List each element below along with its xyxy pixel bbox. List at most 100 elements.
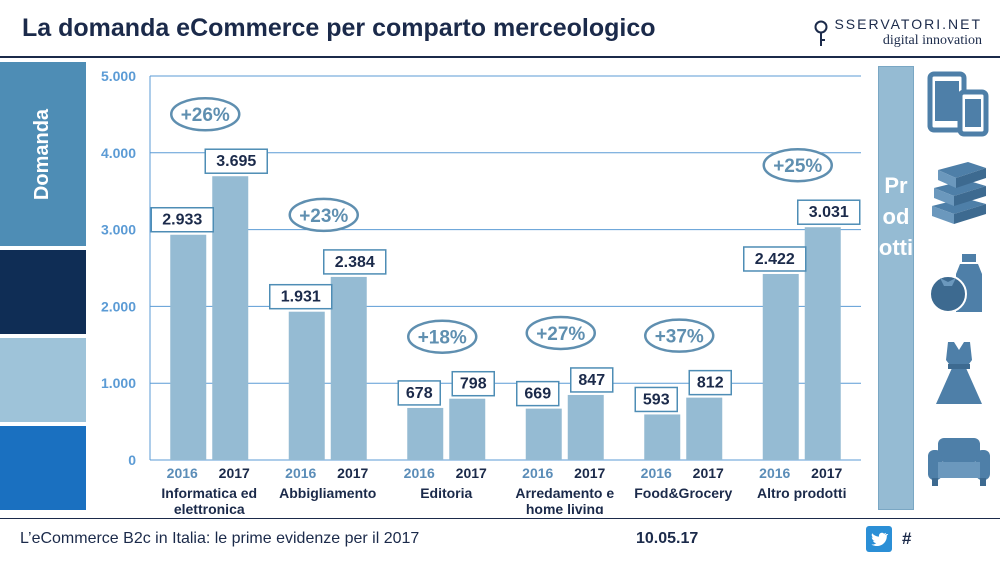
category-label: elettronica — [174, 501, 245, 514]
data-label-box — [269, 283, 333, 310]
title-divider — [0, 56, 1000, 58]
bar-2016 — [644, 414, 681, 460]
devices-icon — [927, 71, 989, 137]
category-label: Abbigliamento — [279, 485, 376, 501]
data-label-box — [323, 249, 387, 275]
y-tick-label: 5.000 — [101, 68, 136, 84]
data-label-box — [451, 370, 495, 397]
category-label: Editoria — [420, 485, 472, 501]
year-label: 2017 — [219, 465, 250, 481]
dress-icon — [936, 342, 982, 404]
logo-mark-icon — [814, 20, 828, 46]
growth-label: +18% — [418, 328, 467, 349]
left-bar-segment-domanda — [0, 62, 86, 246]
left-bar-segment-navy — [0, 250, 86, 334]
y-tick-label: 4.000 — [101, 145, 136, 161]
data-label-box — [688, 369, 732, 396]
y-tick-label: 0 — [128, 452, 136, 468]
data-label-box — [743, 246, 807, 272]
logo-line2: digital innovation — [882, 33, 982, 48]
bar-2016 — [762, 273, 799, 460]
growth-label: +25% — [773, 156, 822, 177]
bar-2017 — [567, 394, 604, 460]
bar-2017 — [449, 398, 486, 460]
year-label: 2016 — [404, 465, 435, 481]
bar-2016 — [407, 407, 444, 460]
left-bar-segment-blue — [0, 426, 86, 510]
growth-ellipse — [644, 318, 715, 353]
y-tick-label: 1.000 — [101, 375, 136, 391]
data-labels: 2.933 3.695 1.931 2.384 678 798 669 847 593 812 2.… — [150, 148, 861, 413]
twitter-icon[interactable] — [866, 526, 892, 552]
bar-2016 — [525, 408, 562, 460]
data-label: 678 — [406, 385, 433, 402]
data-label: 669 — [524, 386, 551, 403]
growth-label: +26% — [181, 105, 230, 126]
logo-line1: SSERVATORI.NET — [834, 16, 982, 32]
footer-divider — [0, 518, 1000, 519]
year-label: 2016 — [522, 465, 553, 481]
growth-label: +37% — [655, 327, 704, 348]
bars — [170, 176, 841, 460]
left-color-bar — [0, 62, 86, 510]
data-label-box — [397, 380, 441, 406]
data-label: 798 — [460, 376, 487, 393]
data-label: 1.931 — [281, 289, 321, 306]
data-label-box — [797, 199, 861, 225]
y-tick-label: 3.000 — [101, 222, 136, 238]
books-icon — [932, 162, 986, 224]
year-label: 2016 — [285, 465, 316, 481]
y-axis-ticks: 0 1.000 2.000 3.000 4.000 5.000 — [101, 68, 136, 468]
data-label: 3.695 — [216, 153, 256, 170]
footer-text: L’eCommerce B2c in Italia: le prime evid… — [20, 530, 420, 547]
growth-ellipse — [170, 96, 241, 132]
data-label: 812 — [697, 375, 724, 392]
data-label-box — [516, 380, 560, 407]
y-tick-label: 2.000 — [101, 298, 136, 314]
data-label: 3.031 — [809, 204, 849, 221]
growth-ellipse — [407, 319, 478, 354]
bar-2017 — [804, 227, 841, 460]
footer-date: 10.05.17 — [636, 530, 699, 547]
data-label: 847 — [578, 372, 605, 389]
left-bar-label: Domanda — [0, 62, 86, 246]
data-label-box — [150, 206, 214, 233]
data-label: 2.933 — [162, 212, 202, 229]
right-color-bar — [878, 66, 914, 510]
domanda-label: Domanda — [31, 108, 54, 200]
hashtag: # — [902, 529, 912, 548]
bar-2016 — [288, 311, 325, 460]
growth-badges: +26% +23% +18% +27% +37% +25% — [170, 96, 833, 354]
bar-2017 — [330, 276, 367, 460]
category-label: Food&Grocery — [634, 485, 732, 501]
growth-ellipse — [288, 197, 359, 233]
growth-ellipse — [762, 147, 833, 183]
year-label: 2017 — [456, 465, 487, 481]
year-label: 2017 — [693, 465, 724, 481]
year-label: 2017 — [811, 465, 842, 481]
bar-2017 — [212, 176, 249, 460]
page-title: La domanda eCommerce per comparto merceo… — [22, 14, 656, 42]
category-label: Informatica ed — [161, 485, 257, 501]
data-label-box — [570, 367, 614, 393]
data-label: 593 — [643, 391, 670, 408]
growth-ellipse — [525, 315, 596, 351]
category-label: Altro prodotti — [757, 485, 846, 501]
bar-chart: 0 1.000 2.000 3.000 4.000 5.000 2.933 3.695 1.9… — [101, 68, 861, 514]
year-label: 2016 — [167, 465, 198, 481]
data-label: 2.384 — [335, 254, 375, 271]
category-icons — [924, 70, 994, 490]
food-icon — [929, 254, 982, 313]
grid-lines — [149, 75, 861, 461]
sofa-icon — [928, 438, 990, 486]
year-label: 2017 — [574, 465, 605, 481]
growth-label: +27% — [536, 324, 585, 345]
year-label: 2016 — [759, 465, 790, 481]
year-label: 2016 — [641, 465, 672, 481]
bar-2017 — [686, 397, 723, 460]
data-label-box — [634, 386, 678, 413]
osservatori-logo: SSERVATORI.NET digital innovation — [812, 16, 982, 52]
growth-label: +23% — [299, 206, 348, 227]
prodotti-label: Prodotti — [878, 173, 914, 260]
